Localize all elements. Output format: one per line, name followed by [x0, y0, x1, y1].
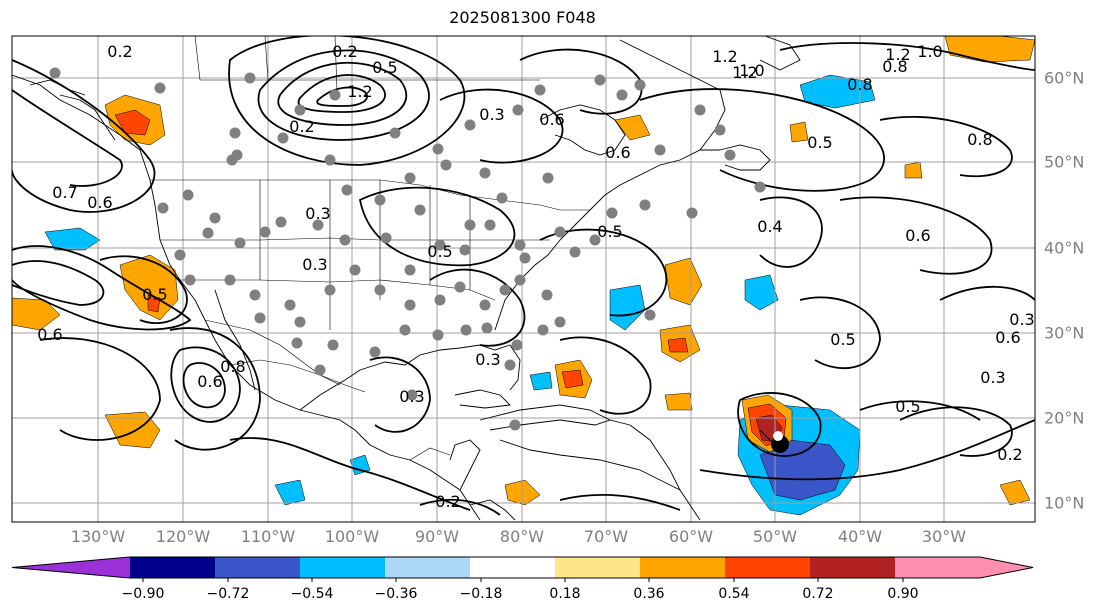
colorbar-bin	[130, 557, 215, 578]
contour-label: 1.2	[732, 63, 757, 82]
contour-label: 0.2	[997, 445, 1022, 464]
contour-label: 1.2	[347, 82, 372, 101]
colorbar-tick-label: 0.90	[887, 586, 919, 602]
colorbar-tick-label: 0.72	[802, 586, 834, 602]
contour-label: 0.3	[1009, 310, 1034, 329]
contour-label: 0.6	[539, 110, 564, 129]
contour-label: 0.3	[302, 255, 327, 274]
latitude-label: 50°N	[1044, 152, 1085, 172]
colorbar-tick-label: 0.18	[549, 586, 581, 602]
colorbar-bin	[810, 557, 895, 578]
longitude-label: 90°W	[414, 527, 460, 546]
longitude-label: 50°W	[752, 527, 798, 546]
contour-label: 0.2	[289, 117, 314, 136]
contour-label: 0.6	[197, 372, 222, 391]
colorbar-tick-label: −0.54	[290, 586, 334, 602]
longitude-label: 120°W	[155, 527, 211, 546]
contour-label: 0.6	[905, 226, 930, 245]
colorbar-extend-low	[12, 557, 130, 578]
contour-label: 1.0	[739, 61, 764, 80]
contour-label: 0.8	[967, 130, 992, 149]
colorbar-extend-high	[980, 557, 1033, 578]
shaded-anomalies	[12, 36, 1035, 516]
colorbar-bin	[555, 557, 640, 578]
contour-label: 0.3	[479, 105, 504, 124]
colorbar-bin	[725, 557, 810, 578]
contour-label: 0.5	[895, 397, 920, 416]
contour-label: 0.5	[597, 222, 622, 241]
map-title: 2025081300 F048	[449, 8, 596, 27]
contour-label: 0.6	[37, 325, 62, 344]
colorbar-tick-label: −0.90	[121, 586, 165, 602]
colorbar-tick-label: −0.36	[374, 586, 418, 602]
colorbar-bin	[385, 557, 470, 578]
longitude-label: 30°W	[921, 527, 967, 546]
contour-label: 0.8	[882, 57, 907, 76]
contour-label: 0.5	[830, 330, 855, 349]
colorbar-tick-label: 0.54	[718, 586, 750, 602]
longitude-label: 60°W	[668, 527, 714, 546]
colorbar	[11, 556, 1034, 582]
contour-label: 0.2	[332, 42, 357, 61]
longitude-label: 70°W	[583, 527, 629, 546]
contour-label: 1.2	[712, 47, 737, 66]
longitude-label: 100°W	[324, 527, 380, 546]
longitude-label: 40°W	[837, 527, 883, 546]
contour-label: 0.6	[605, 143, 630, 162]
contour-label: 0.3	[980, 368, 1005, 387]
contour-label: 1.0	[917, 42, 942, 61]
colorbar-bin	[895, 557, 980, 578]
contour-labels: 0.2 0.21.20.51.21.20.3 0.60.20.81.01.01.20…	[37, 42, 1034, 511]
coastlines	[12, 36, 801, 521]
colorbar-bin	[640, 557, 725, 578]
contour-label: 0.8	[847, 75, 872, 94]
contour-label: 0.7	[52, 183, 77, 202]
contour-label: 0.3	[305, 204, 330, 223]
contour-label: 0.5	[142, 285, 167, 304]
colorbar-tick-label: −0.72	[206, 586, 250, 602]
stations	[49, 67, 766, 431]
longitude-label: 110°W	[240, 527, 296, 546]
map-frame	[11, 35, 1036, 523]
colorbar-tick-label: 0.36	[633, 586, 665, 602]
colorbar-bin	[300, 557, 385, 578]
contour-label: 0.2	[435, 492, 460, 511]
contour-label: 0.6	[995, 328, 1020, 347]
latitude-label: 60°N	[1044, 68, 1085, 88]
longitude-label: 130°W	[70, 527, 126, 546]
contour-label: 0.3	[399, 387, 424, 406]
contour-label: 0.5	[807, 133, 832, 152]
latitude-label: 20°N	[1044, 408, 1085, 428]
contour-label: 0.5	[427, 242, 452, 261]
vorticity-contours	[12, 36, 1035, 516]
contour-label: 0.2	[107, 42, 132, 61]
storm-center-marker	[771, 431, 789, 453]
contour-label: 0.8	[220, 357, 245, 376]
latitude-label: 40°N	[1044, 238, 1085, 258]
contour-label: 0.5	[372, 58, 397, 77]
contour-label: 0.4	[757, 217, 782, 236]
contour-label: 0.3	[475, 350, 500, 369]
colorbar-bin	[215, 557, 300, 578]
latitude-label: 30°N	[1044, 323, 1085, 343]
contour-label: 0.6	[87, 193, 112, 212]
colorbar-tick-label: −0.18	[459, 586, 503, 602]
contour-label: 1.2	[885, 45, 910, 64]
gridlines	[12, 36, 1035, 522]
colorbar-bin	[470, 557, 555, 578]
longitude-label: 80°W	[499, 527, 545, 546]
latitude-label: 10°N	[1044, 493, 1085, 513]
